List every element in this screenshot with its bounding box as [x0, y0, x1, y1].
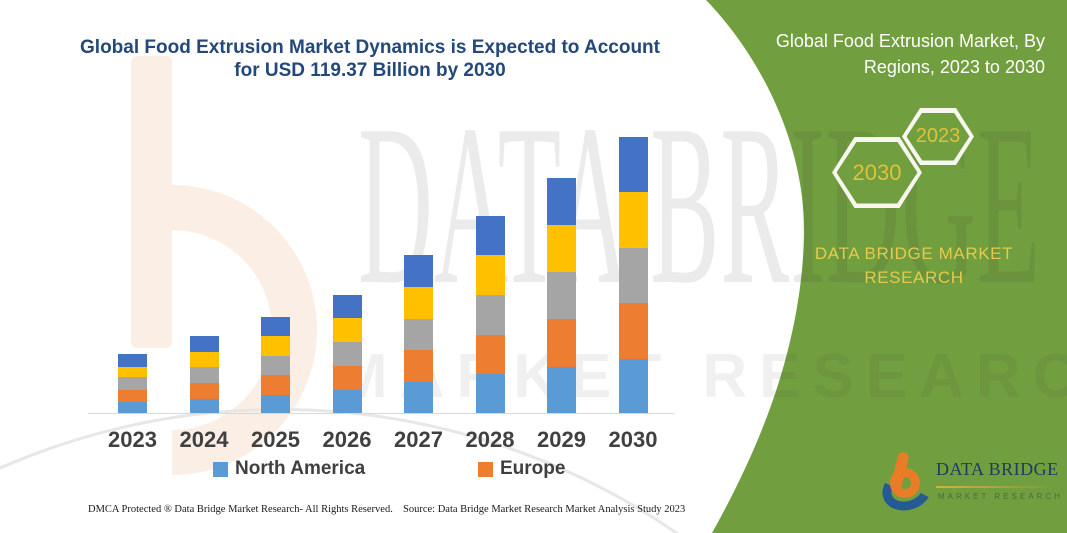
- stacked-bar-2030: [618, 137, 648, 414]
- stacked-bar-2026: [332, 294, 362, 414]
- bar-segment: [118, 401, 147, 414]
- dbmr-b-icon: [877, 451, 938, 517]
- chart-title: Global Food Extrusion Market Dynamics is…: [60, 36, 680, 82]
- bar-segment: [547, 366, 576, 414]
- bar-segment: [118, 376, 147, 390]
- bar-segment: [475, 215, 505, 256]
- logo-name-text: DATA BRIDGE: [936, 459, 1059, 479]
- logo-subtitle-text: MARKET RESEARCH: [938, 492, 1063, 501]
- x-axis-label-2025: 2025: [251, 427, 300, 452]
- panel-title-line1: Global Food Extrusion Market, By: [775, 31, 1045, 51]
- bar-segment: [618, 358, 648, 414]
- hexagon-badge-2030: 2030: [832, 137, 922, 208]
- legend-item-europe: Europe: [478, 458, 565, 480]
- bar-segment: [475, 374, 505, 414]
- logo-underline: [936, 486, 1049, 488]
- footer-source-text: Source: Data Bridge Market Research Mark…: [403, 504, 686, 515]
- bar-segment: [118, 353, 147, 367]
- x-axis-label-2027: 2027: [394, 427, 443, 452]
- market-research-text-watermark: MARKET RESEARCH: [336, 342, 1067, 411]
- legend-label: North America: [235, 458, 366, 479]
- hexagon-badge-2023: 2023: [902, 108, 974, 165]
- bar-segment: [118, 366, 147, 377]
- legend-swatch: [478, 461, 493, 477]
- bar-segment: [547, 224, 576, 273]
- chart-title-line2: for USD 119.37 Billion by 2030: [234, 60, 506, 81]
- legend-item-north-america: North America: [213, 458, 365, 480]
- panel-title: Global Food Extrusion Market, By Regions…: [745, 28, 1045, 80]
- bar-segment: [547, 272, 576, 320]
- bar-segment: [618, 137, 648, 193]
- brand-wordmark-line1: DATA BRIDGE MARKET: [814, 244, 1014, 263]
- footer-dmca-text: DMCA Protected ® Data Bridge Market Rese…: [88, 504, 393, 515]
- hexagon-year-label: 2030: [852, 159, 902, 185]
- brand-wordmark-line2: RESEARCH: [864, 268, 964, 287]
- bar-segment: [404, 382, 433, 414]
- stacked-bar-2025: [261, 316, 290, 414]
- x-axis-line: [88, 413, 674, 414]
- bar-segment: [404, 350, 433, 383]
- bar-segment: [404, 286, 433, 319]
- bar-segment: [189, 383, 219, 399]
- bar-segment: [189, 335, 219, 352]
- bar-segment: [189, 351, 219, 367]
- bar-segment: [547, 319, 576, 367]
- bar-segment: [332, 318, 362, 343]
- bar-segment: [618, 303, 648, 359]
- panel-title-line2: Regions, 2023 to 2030: [863, 57, 1045, 77]
- bar-segment: [261, 316, 290, 336]
- bar-segment: [118, 389, 147, 402]
- bar-segment: [618, 192, 648, 248]
- stacked-bar-2027: [404, 255, 433, 414]
- bar-segment: [332, 294, 362, 319]
- bar-segment: [547, 177, 576, 225]
- x-axis-label-2026: 2026: [322, 427, 372, 452]
- bar-segment: [475, 294, 505, 335]
- stacked-bar-2023: [118, 353, 147, 414]
- bar-segment: [332, 342, 362, 367]
- bar-segment: [189, 367, 219, 383]
- bar-segment: [261, 336, 290, 356]
- x-axis-label-2023: 2023: [108, 427, 157, 452]
- bar-segment: [189, 398, 219, 414]
- legend-swatch: [213, 461, 228, 477]
- bar-segment: [404, 318, 433, 351]
- brand-wordmark: DATA BRIDGE MARKET RESEARCH: [788, 242, 1040, 290]
- hexagon-year-label: 2023: [915, 125, 961, 147]
- bar-segment: [261, 355, 290, 375]
- bar-segment: [404, 255, 433, 287]
- dbmr-logo: DATA BRIDGE MARKET RESEARCH: [877, 451, 1060, 517]
- dbmr-b-watermark-stem: [131, 56, 172, 348]
- bar-segment: [261, 375, 290, 395]
- x-axis-label-2028: 2028: [465, 427, 515, 452]
- legend-label: Europe: [500, 458, 566, 479]
- bar-segment: [261, 394, 290, 414]
- chart-title-line1: Global Food Extrusion Market Dynamics is…: [80, 37, 660, 58]
- stacked-bar-2028: [475, 215, 505, 414]
- bar-segment: [332, 366, 362, 391]
- x-axis-label-2030: 2030: [608, 427, 658, 452]
- bar-segment: [475, 255, 505, 295]
- x-axis-label-2029: 2029: [537, 427, 586, 452]
- stacked-bar-2029: [547, 177, 576, 414]
- x-axis-label-2024: 2024: [179, 427, 229, 452]
- bar-segment: [475, 334, 505, 375]
- hexagon-fill: [906, 112, 970, 161]
- bar-segment: [618, 247, 648, 304]
- stacked-bar-2024: [189, 335, 219, 414]
- bar-segment: [332, 390, 362, 414]
